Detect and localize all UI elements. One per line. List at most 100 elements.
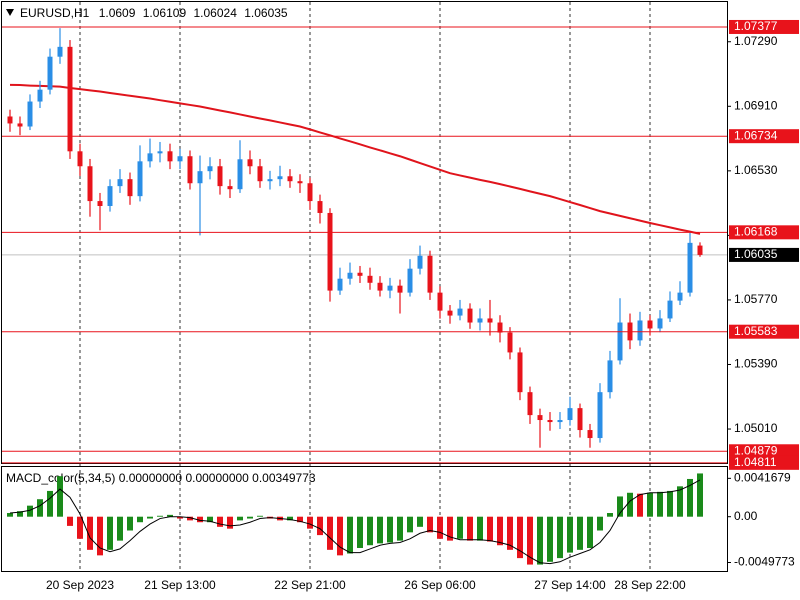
candle-body	[227, 186, 233, 190]
macd-bar	[237, 516, 243, 521]
menu-arrow[interactable]	[6, 9, 14, 16]
candle-body	[397, 285, 403, 293]
candle-body	[117, 179, 123, 187]
macd-bar	[287, 516, 293, 521]
candle-body	[657, 318, 663, 329]
candle-body	[597, 392, 603, 439]
moving-average	[9, 83, 701, 235]
macd-bar	[617, 496, 623, 517]
macd-bar	[87, 516, 93, 550]
y-tick-label: 0.00	[734, 509, 758, 523]
macd-bar	[227, 516, 233, 529]
macd-bar	[667, 490, 673, 517]
macd-bar	[657, 491, 663, 517]
macd-bar	[347, 516, 353, 554]
candle-body	[687, 242, 693, 293]
candle-body	[47, 56, 53, 90]
candle-body	[357, 272, 363, 276]
candle-body	[147, 153, 153, 162]
macd-bar	[567, 516, 573, 553]
macd-bar	[647, 492, 653, 517]
macd-bar	[127, 516, 133, 531]
level-label: 1.07377	[734, 19, 778, 33]
macd-bar	[487, 516, 493, 542]
macd-bar	[27, 505, 33, 517]
candle-body	[347, 272, 353, 279]
macd-bar	[217, 516, 223, 527]
macd-bar	[37, 499, 43, 517]
candle-body	[127, 179, 133, 197]
macd-bar	[697, 473, 703, 517]
symbol-header: EURUSD,H1 1.0609 1.06109 1.06024 1.06035	[20, 6, 288, 20]
x-tick-label: 21 Sep 13:00	[144, 578, 216, 592]
candle-body	[387, 285, 393, 291]
macd-bar	[687, 478, 693, 517]
y-tick-label: 1.05010	[734, 421, 778, 435]
candle-body	[447, 310, 453, 316]
candle-body	[17, 123, 23, 127]
macd-bar	[557, 516, 563, 559]
macd-bar	[137, 516, 143, 523]
y-tick-label: 1.06910	[734, 98, 778, 112]
macd-bar	[67, 516, 73, 526]
candle-body	[247, 159, 253, 167]
candle-body	[557, 420, 563, 423]
macd-bar	[577, 516, 583, 550]
level-label-box	[729, 455, 799, 470]
candle-body	[467, 308, 473, 323]
candle-body	[277, 176, 283, 180]
x-tick-label: 28 Sep 22:00	[614, 578, 686, 592]
candle-body	[107, 186, 113, 207]
y-tick-label: 1.06530	[734, 163, 778, 177]
level-label-box	[729, 129, 799, 144]
macd-bar	[587, 516, 593, 548]
candle-body	[647, 320, 653, 329]
candle-body	[237, 159, 243, 190]
candle-body	[477, 318, 483, 323]
candle-body	[67, 46, 73, 152]
candle-body	[267, 179, 273, 182]
candle-body	[637, 320, 643, 341]
level-label-box	[729, 225, 799, 240]
macd-bar	[527, 516, 533, 565]
candle-body	[607, 360, 613, 393]
macd-title: MACD_color(5,34,5) 0.00000000 0.00000000…	[6, 471, 316, 485]
macd-bar	[507, 516, 513, 550]
macd-bar	[207, 516, 213, 523]
macd-bar	[167, 514, 173, 517]
macd-bar	[327, 516, 333, 550]
macd-bar	[317, 516, 323, 536]
candle-body	[317, 201, 323, 213]
candle-body	[417, 255, 423, 269]
candle-body	[457, 308, 463, 316]
candle-body	[527, 392, 533, 416]
candle-body	[517, 352, 523, 393]
candle-body	[207, 166, 213, 172]
candle-body	[407, 268, 413, 293]
signal-line	[9, 479, 701, 565]
x-tick-label: 26 Sep 06:00	[404, 578, 476, 592]
macd-bar	[607, 513, 613, 517]
level-label-box	[729, 324, 799, 339]
candle-body	[197, 171, 203, 184]
macd-bar	[107, 516, 113, 550]
candle-body	[37, 89, 43, 102]
y-tick-label: 1.05770	[734, 292, 778, 306]
main-frame	[1, 1, 728, 464]
macd-bar	[537, 516, 543, 565]
level-label: 1.04879	[734, 443, 778, 457]
candle-body	[537, 415, 543, 421]
macd-bar	[77, 516, 83, 539]
candle-body	[487, 318, 493, 323]
y-tick-label: 0.0041679	[734, 471, 791, 485]
level-label: 1.06168	[734, 225, 778, 239]
macd-frame	[1, 466, 728, 572]
macd-bar	[437, 516, 443, 539]
candle-body	[167, 151, 173, 162]
candle-body	[697, 245, 703, 255]
macd-bar	[337, 516, 343, 556]
macd-bar	[147, 516, 153, 519]
candle-body	[187, 156, 193, 184]
